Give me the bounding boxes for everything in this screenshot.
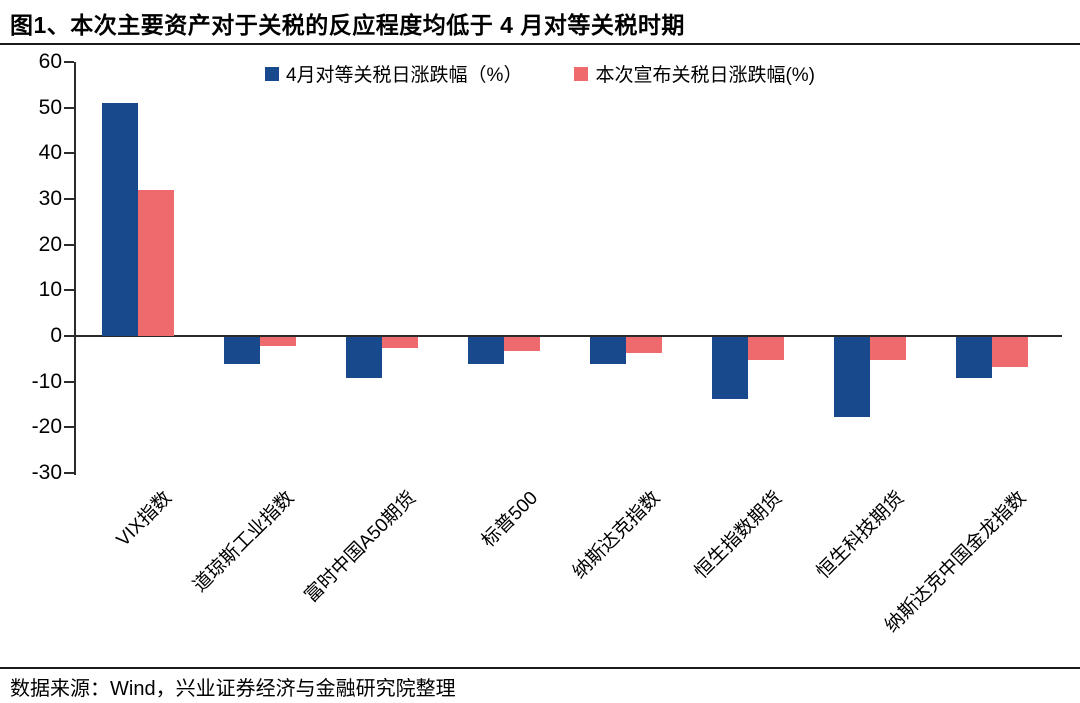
- legend-swatch-icon: [574, 66, 589, 81]
- y-axis-tick: [64, 198, 74, 200]
- bar-april: [590, 337, 626, 365]
- bar-current: [870, 337, 906, 360]
- y-axis-tick: [64, 380, 74, 383]
- bar-current: [138, 189, 174, 336]
- bar-april: [468, 337, 504, 365]
- y-axis-tick: [64, 335, 74, 337]
- bar-april: [712, 337, 748, 399]
- y-axis-tick-label: -30: [31, 461, 62, 484]
- y-axis-tick: [64, 106, 74, 109]
- zero-baseline: [74, 335, 1062, 337]
- bar-april: [102, 103, 138, 336]
- y-axis-tick-label: 0: [50, 324, 62, 347]
- footer-divider: [0, 667, 1080, 669]
- bar-current: [260, 337, 296, 347]
- legend-label: 本次宣布关税日涨跌幅(%): [595, 65, 816, 86]
- figure-title: 图1、本次主要资产对于关税的反应程度均低于 4 月对等关税时期: [10, 12, 685, 38]
- legend-swatch-icon: [264, 66, 279, 81]
- data-source: 数据来源：Wind，兴业证券经济与金融研究院整理: [10, 678, 456, 700]
- y-axis-tick: [64, 61, 74, 63]
- bar-april: [346, 337, 382, 379]
- y-axis-line: [74, 62, 76, 475]
- x-axis-label: 恒生科技期货: [812, 487, 909, 584]
- y-axis-tick-label: 50: [38, 95, 62, 119]
- y-axis-tick-label: -20: [31, 415, 62, 439]
- bar-current: [504, 337, 540, 351]
- bar-april: [224, 337, 260, 365]
- x-axis-label: 恒生指数期货: [690, 487, 787, 584]
- y-axis-tick: [64, 472, 74, 474]
- x-axis-label: VIX指数: [113, 487, 177, 551]
- bar-current: [626, 337, 662, 353]
- legend-item-1: 4月对等关税日涨跌幅（%）: [264, 60, 523, 87]
- bar-april: [956, 337, 992, 379]
- x-axis-label: 纳斯达克指数: [568, 487, 665, 584]
- title-divider: [0, 43, 1080, 45]
- bar-april: [834, 337, 870, 417]
- y-axis-tick-label: 40: [38, 141, 62, 165]
- y-axis-tick: [64, 152, 74, 155]
- y-axis-tick-label: 10: [38, 278, 62, 302]
- y-axis-tick-label: 60: [38, 50, 62, 73]
- legend-label: 4月对等关税日涨跌幅（%）: [285, 65, 523, 86]
- y-axis-tick-label: 20: [38, 232, 62, 256]
- x-axis-label: 道琼斯工业指数: [189, 487, 299, 597]
- x-axis-label: 富时中国A50期货: [301, 487, 421, 607]
- y-axis-tick: [64, 289, 74, 292]
- chart-legend: 4月对等关税日涨跌幅（%） 本次宣布关税日涨跌幅(%): [0, 60, 1080, 87]
- bar-current: [382, 337, 418, 349]
- y-axis-tick-label: -10: [31, 369, 62, 393]
- y-axis-tick: [64, 243, 74, 246]
- y-axis-tick-label: 30: [38, 187, 62, 210]
- bar-current: [748, 337, 784, 360]
- y-axis-tick: [64, 426, 74, 429]
- bar-current: [992, 337, 1028, 367]
- legend-item-2: 本次宣布关税日涨跌幅(%): [574, 60, 815, 87]
- x-axis-label: 标普500: [478, 487, 543, 552]
